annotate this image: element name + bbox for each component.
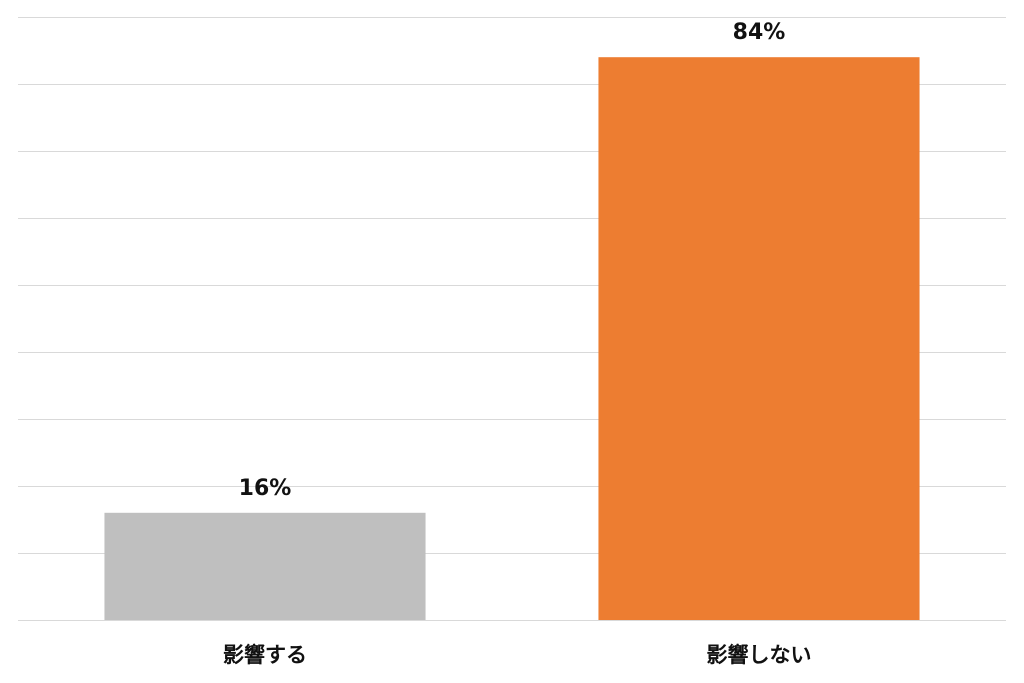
bar-layer <box>104 57 920 620</box>
label-layer: 16% 影響する 84% 影響しない <box>223 20 812 667</box>
data-label-2: 84% <box>733 20 786 45</box>
data-label-1: 16% <box>239 476 292 501</box>
category-label-2: 影響しない <box>707 643 812 667</box>
bar-2 <box>598 57 920 620</box>
category-label-1: 影響する <box>223 643 307 667</box>
bar-1 <box>104 512 426 620</box>
